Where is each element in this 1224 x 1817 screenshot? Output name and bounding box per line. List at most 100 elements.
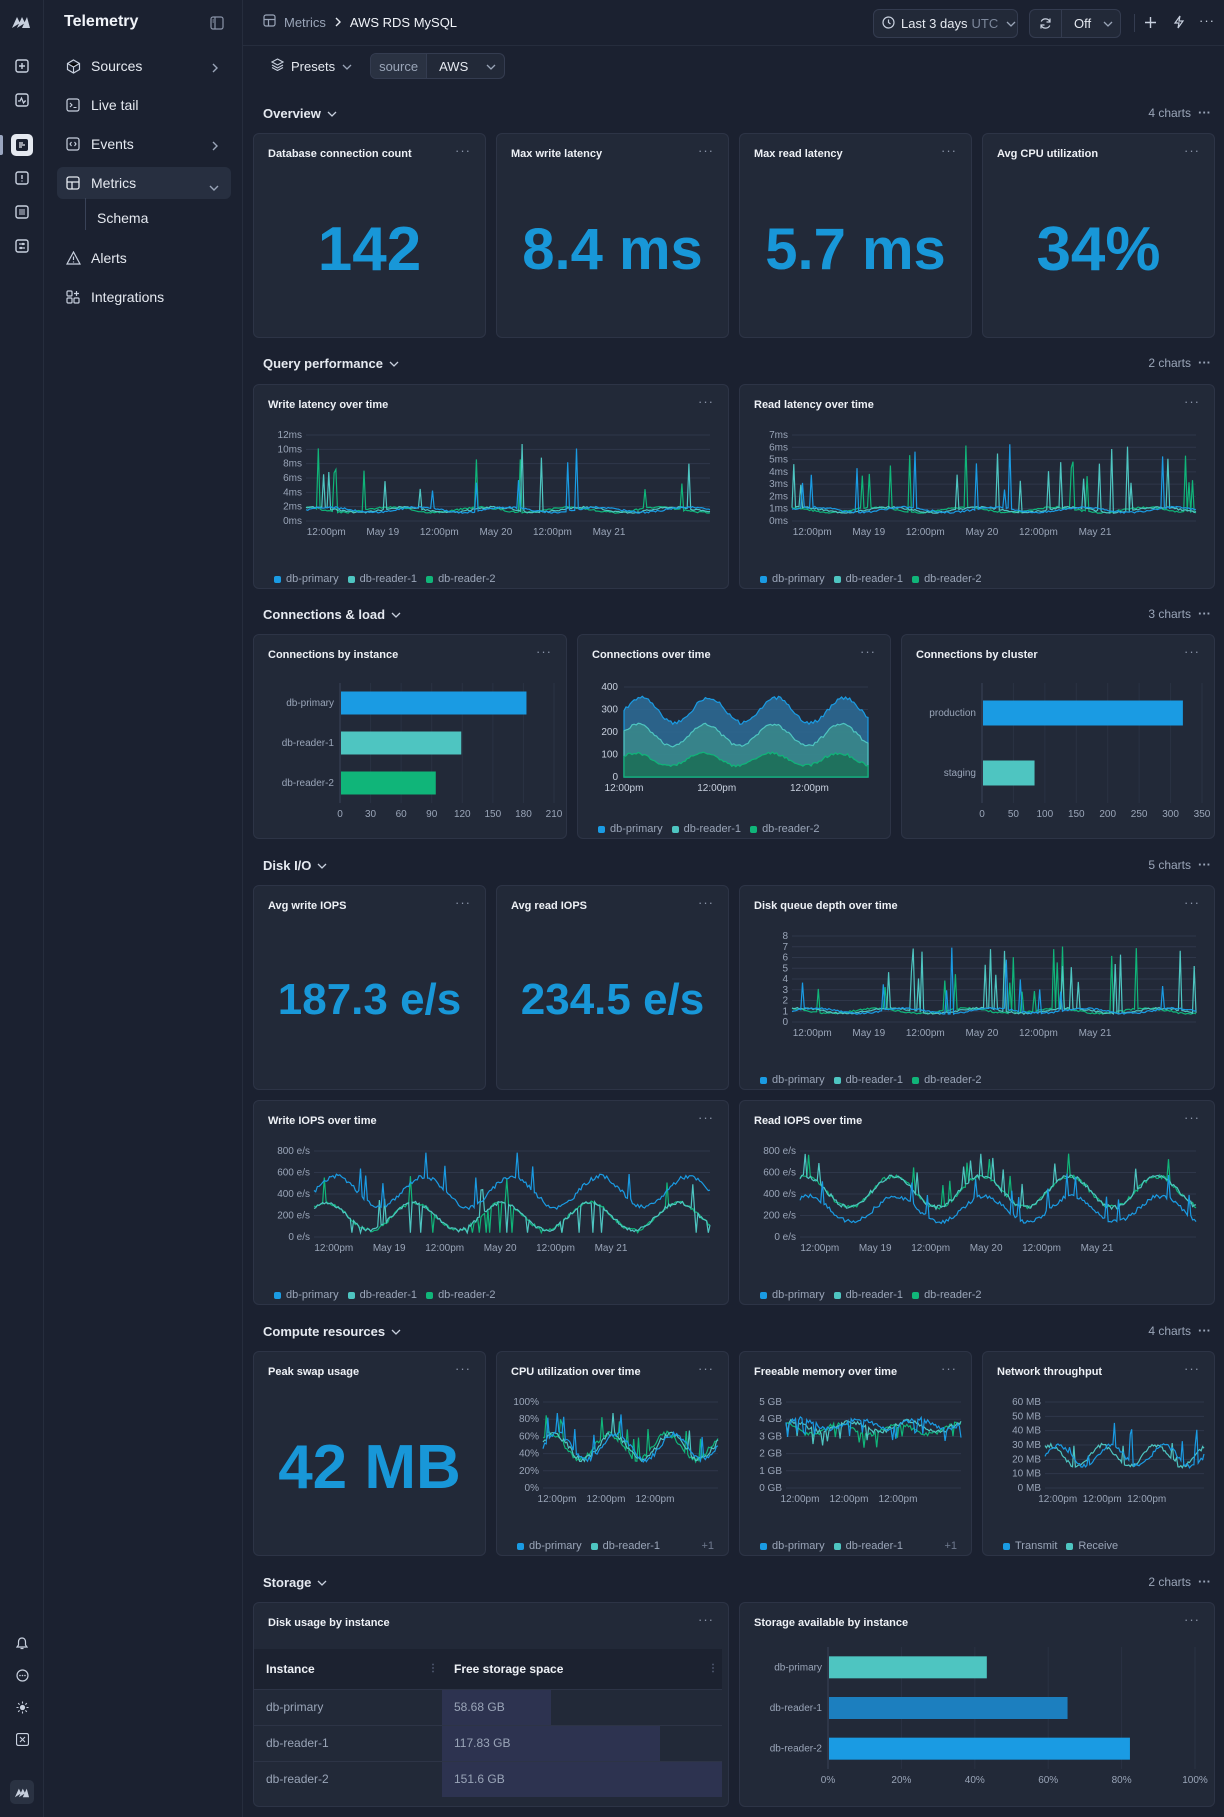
card-menu-icon[interactable]: ···: [1184, 1110, 1200, 1125]
bar[interactable]: [341, 771, 436, 795]
section-menu-icon[interactable]: ···: [1198, 606, 1211, 621]
bar[interactable]: [341, 691, 527, 715]
bar[interactable]: [829, 1737, 1130, 1760]
legend-item[interactable]: db-primary: [274, 573, 339, 585]
legend-item[interactable]: db-reader-1: [347, 573, 417, 585]
card-menu-icon[interactable]: ···: [698, 1612, 714, 1627]
column-header-instance[interactable]: Instance ⋮: [254, 1649, 442, 1689]
refresh-control[interactable]: Off: [1029, 9, 1121, 38]
theme-sun-icon[interactable]: [12, 1697, 32, 1717]
section-menu-icon[interactable]: ···: [1198, 355, 1211, 370]
card-menu-icon[interactable]: ···: [1184, 644, 1200, 659]
legend-item[interactable]: db-primary: [760, 1540, 825, 1552]
source-filter[interactable]: source AWS: [370, 53, 506, 79]
bar-chart[interactable]: 0 30 60 90 120 150 180 210 db-primary db-reader-1…: [254, 675, 568, 835]
legend-item[interactable]: db-reader-2: [912, 573, 982, 585]
section-menu-icon[interactable]: ···: [1198, 857, 1211, 872]
legend-item[interactable]: db-reader-1: [347, 1289, 417, 1301]
column-resize-icon[interactable]: ⋮: [708, 1663, 718, 1674]
bar-chart[interactable]: 0% 20% 40% 60% 80% 100% db-primary db-reader-1 d…: [740, 1641, 1216, 1806]
source-filter-value[interactable]: AWS: [427, 59, 504, 74]
dashboard-icon[interactable]: [12, 56, 32, 76]
bar[interactable]: [983, 760, 1035, 786]
section-menu-icon[interactable]: ···: [1198, 1323, 1211, 1338]
section-header-disk-io[interactable]: Disk I/O 5 charts ···: [263, 854, 1211, 876]
legend-more[interactable]: +1: [701, 1540, 714, 1552]
card-menu-icon[interactable]: ···: [698, 1361, 714, 1376]
settings-sliders-icon[interactable]: [12, 236, 32, 256]
sidebar-item-sources[interactable]: Sources: [57, 50, 231, 82]
legend-item[interactable]: db-reader-1: [833, 1074, 903, 1086]
sidebar-collapse-icon[interactable]: [210, 16, 224, 35]
bar[interactable]: [983, 700, 1183, 726]
metrics-icon[interactable]: [11, 134, 33, 156]
section-menu-icon[interactable]: ···: [1198, 1574, 1211, 1589]
bar[interactable]: [829, 1697, 1068, 1719]
card-menu-icon[interactable]: ···: [860, 644, 876, 659]
keyboard-icon[interactable]: [12, 1729, 32, 1749]
card-menu-icon[interactable]: ···: [1184, 895, 1200, 910]
section-header-overview[interactable]: Overview 4 charts ···: [263, 102, 1211, 124]
line-chart[interactable]: 800 e/s 600 e/s 400 e/s 200 e/s 0 e/s 12:00pm…: [740, 1141, 1216, 1291]
legend-item[interactable]: db-primary: [760, 573, 825, 585]
legend-item[interactable]: db-primary: [517, 1540, 582, 1552]
legend-item[interactable]: db-reader-1: [671, 823, 741, 835]
legend-item[interactable]: db-primary: [760, 1074, 825, 1086]
line-chart[interactable]: 100%80%60%40%20%0%12:00pm 12:00pm 12:00pm: [497, 1392, 730, 1542]
time-range-button[interactable]: Last 3 days UTC: [873, 9, 1018, 38]
chat-icon[interactable]: [12, 1665, 32, 1685]
column-resize-icon[interactable]: ⋮: [428, 1663, 438, 1674]
bar[interactable]: [341, 731, 462, 755]
legend-item[interactable]: db-reader-2: [426, 573, 496, 585]
card-menu-icon[interactable]: ···: [698, 1110, 714, 1125]
legend-item[interactable]: db-reader-2: [912, 1074, 982, 1086]
card-menu-icon[interactable]: ···: [941, 1361, 957, 1376]
legend-item[interactable]: db-primary: [760, 1289, 825, 1301]
card-menu-icon[interactable]: ···: [1184, 394, 1200, 409]
section-header-storage[interactable]: Storage 2 charts ···: [263, 1571, 1211, 1593]
sidebar-item-alerts[interactable]: Alerts: [57, 242, 231, 274]
sidebar-item-events[interactable]: Events: [57, 128, 231, 160]
alert-icon[interactable]: [12, 168, 32, 188]
card-menu-icon[interactable]: ···: [455, 895, 471, 910]
sidebar-item-live-tail[interactable]: Live tail: [57, 89, 231, 121]
sidebar-item-integrations[interactable]: Integrations: [57, 281, 231, 313]
card-menu-icon[interactable]: ···: [698, 143, 714, 158]
legend-more[interactable]: +1: [944, 1540, 957, 1552]
storage-icon[interactable]: [12, 202, 32, 222]
bar-chart[interactable]: 0 50 100 150 200 250 300 350 production staging: [902, 675, 1216, 835]
section-header-query-performance[interactable]: Query performance 2 charts ···: [263, 352, 1211, 374]
sidebar-item-metrics[interactable]: Metrics: [57, 167, 231, 199]
add-icon[interactable]: [1144, 16, 1157, 34]
card-menu-icon[interactable]: ···: [698, 895, 714, 910]
breadcrumb-parent[interactable]: Metrics: [284, 14, 326, 30]
logo-icon[interactable]: [11, 12, 31, 32]
legend-item[interactable]: db-primary: [274, 1289, 339, 1301]
card-menu-icon[interactable]: ···: [536, 644, 552, 659]
table-row[interactable]: db-primary 58.68 GB: [254, 1688, 722, 1725]
line-chart[interactable]: 12ms 10ms 8ms 6ms 4ms 2ms 0ms 12:00pm May 19 12:0…: [254, 425, 730, 575]
legend-item[interactable]: db-reader-1: [833, 1289, 903, 1301]
legend-item[interactable]: Receive: [1066, 1540, 1118, 1552]
section-header-compute[interactable]: Compute resources 4 charts ···: [263, 1320, 1211, 1342]
section-header-connections[interactable]: Connections & load 3 charts ···: [263, 603, 1211, 625]
lightning-icon[interactable]: [1173, 15, 1185, 34]
refresh-icon[interactable]: [1030, 10, 1062, 37]
bar[interactable]: [829, 1656, 987, 1679]
card-menu-icon[interactable]: ···: [455, 1361, 471, 1376]
card-menu-icon[interactable]: ···: [941, 143, 957, 158]
legend-item[interactable]: db-primary: [598, 823, 663, 835]
legend-item[interactable]: db-reader-1: [833, 573, 903, 585]
section-menu-icon[interactable]: ···: [1198, 105, 1211, 120]
legend-item[interactable]: db-reader-2: [426, 1289, 496, 1301]
legend-item[interactable]: db-reader-1: [590, 1540, 660, 1552]
card-menu-icon[interactable]: ···: [698, 394, 714, 409]
table-row[interactable]: db-reader-1 117.83 GB: [254, 1724, 722, 1761]
bell-icon[interactable]: [12, 1633, 32, 1653]
more-menu-icon[interactable]: ···: [1199, 13, 1215, 28]
table-row[interactable]: db-reader-2 151.6 GB: [254, 1760, 722, 1797]
